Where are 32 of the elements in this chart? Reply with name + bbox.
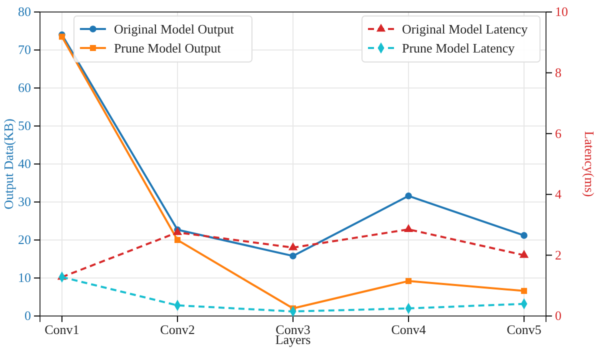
y-tick-label: 0 <box>24 308 31 324</box>
y2-axis-title: Latency(ms) <box>582 131 595 197</box>
point <box>174 237 180 243</box>
y2-tick-label: 4 <box>555 186 562 202</box>
y-tick-label: 40 <box>18 156 31 172</box>
y-tick-label: 10 <box>18 270 31 286</box>
legend-label: Original Model Latency <box>402 22 528 36</box>
y-tick-label: 20 <box>18 232 31 248</box>
x-tick-label: Conv2 <box>160 322 195 338</box>
legend-label: Prune Model Latency <box>402 40 516 56</box>
y-tick-label: 60 <box>18 80 31 96</box>
y2-tick-label: 8 <box>555 64 562 80</box>
y2-tick-label: 10 <box>555 4 568 20</box>
legend-label: Original Model Output <box>114 22 234 36</box>
y2-tick-label: 6 <box>555 126 562 141</box>
point <box>58 34 65 40</box>
x-tick-label: Conv5 <box>506 322 542 338</box>
y2-tick-label: 0 <box>555 308 562 324</box>
legend-label: Prune Model Output <box>114 40 222 56</box>
y-tick-label: 50 <box>18 118 31 134</box>
x-tick-label: Conv1 <box>44 322 80 338</box>
point <box>406 278 412 284</box>
point <box>290 252 296 260</box>
point <box>521 288 528 294</box>
y-axis-title: Output Data(KB) <box>1 118 16 210</box>
y-tick-label: 30 <box>18 194 31 210</box>
x-tick-label: Conv4 <box>391 322 426 338</box>
y-tick-label: 80 <box>18 4 31 20</box>
point <box>405 192 412 200</box>
point <box>520 232 528 239</box>
y2-tick-label: 2 <box>555 247 562 262</box>
y-tick-label: 70 <box>18 42 31 58</box>
